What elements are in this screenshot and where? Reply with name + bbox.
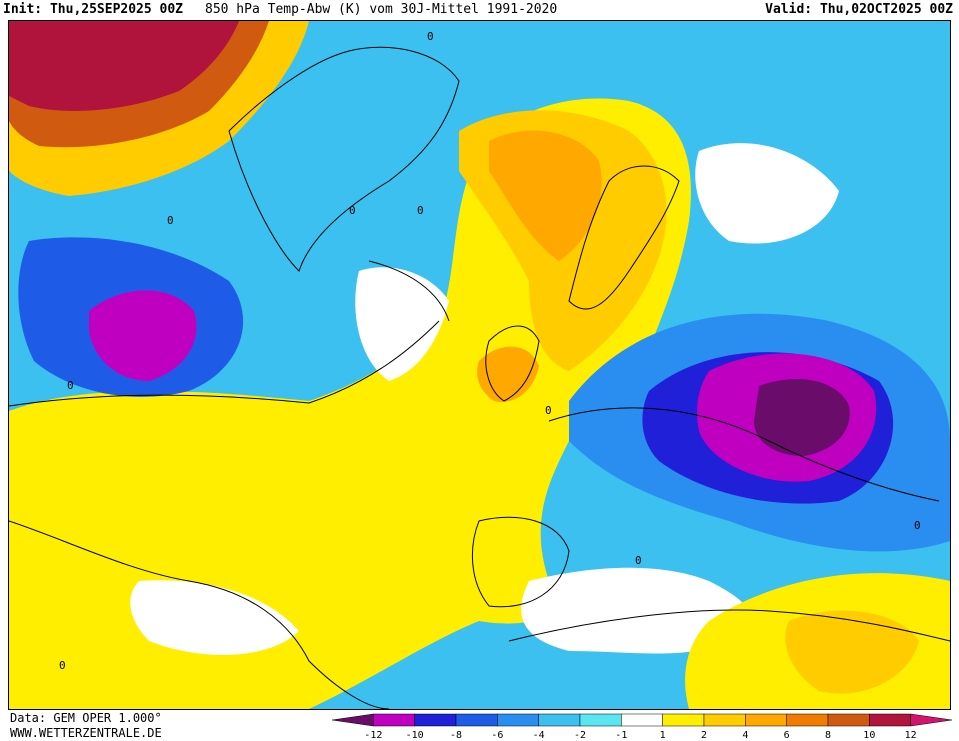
- colorbar-swatch: [745, 713, 787, 727]
- data-source: Data: GEM OPER 1.000°: [10, 711, 162, 725]
- init-time: Init: Thu,25SEP2025 00Z: [3, 2, 184, 17]
- warm-anomaly-greenland-core: [9, 21, 239, 111]
- contour-label: 0: [914, 519, 921, 532]
- iberia-coast: [471, 516, 570, 608]
- neutral-zone-mediterranean: [521, 567, 751, 654]
- contour-label: 0: [545, 404, 552, 417]
- colorbar-tick-label: -10: [406, 730, 424, 740]
- colorbar-tick-label: -4: [533, 730, 545, 740]
- temperature-anomaly-map: 0 0 0 0 0 0 0 0 0: [8, 20, 951, 710]
- colorbar-swatch: [910, 713, 953, 727]
- coastlines: [228, 46, 950, 642]
- europe-coast: [548, 407, 940, 502]
- british-isles-coast: [485, 325, 540, 402]
- colorbar-swatch: [414, 713, 457, 727]
- cold-anomaly-atlantic-core: [89, 290, 197, 381]
- colorbar-swatch: [332, 713, 374, 727]
- website-url: WWW.WETTERZENTRALE.DE: [10, 726, 162, 740]
- colorbar-swatch: [621, 713, 663, 727]
- contour-label: 0: [427, 30, 434, 43]
- colorbar-tick-label: 10: [863, 730, 875, 740]
- contour-label: 0: [349, 204, 356, 217]
- warm-anomaly-scandinavia-core: [489, 130, 602, 261]
- cold-anomaly-europe-extreme: [754, 378, 850, 456]
- colorbar-tick-label: -8: [450, 730, 462, 740]
- colorbar-tick-label: 6: [784, 730, 790, 740]
- warm-anomaly-north-africa-core: [785, 610, 919, 694]
- contour-label: 0: [635, 554, 642, 567]
- contour-label: 0: [59, 659, 66, 672]
- scandinavia-coast: [568, 165, 680, 310]
- north-africa-coast: [508, 609, 950, 642]
- neutral-zone-southwest: [130, 580, 299, 655]
- colorbar-swatch: [373, 713, 415, 727]
- colorbar-swatch: [455, 713, 498, 727]
- valid-time: Valid: Thu,02OCT2025 00Z: [765, 2, 953, 17]
- colorbar-tick-label: -6: [491, 730, 503, 740]
- neutral-zone-northeast: [695, 143, 839, 244]
- colorbar-tick-label: -12: [364, 730, 382, 740]
- colorbar-swatch: [827, 713, 870, 727]
- colorbar-tick-label: 2: [701, 730, 707, 740]
- colorbar-swatch: [497, 713, 539, 727]
- neutral-zone-central: [355, 267, 449, 381]
- colorbar-tick-label: -2: [574, 730, 586, 740]
- colorbar-swatches: [332, 713, 953, 727]
- colorbar-swatch: [579, 713, 622, 727]
- contour-label: 0: [417, 204, 424, 217]
- colorbar-tick-labels: -12 -10 -8 -6 -4 -2 -1 1 2 4 6 8 10 12: [364, 730, 916, 740]
- colorbar-tick-label: 12: [905, 730, 917, 740]
- map-title: 850 hPa Temp-Abw (K) vom 30J-Mittel 1991…: [205, 2, 558, 17]
- colorbar-swatch: [662, 713, 705, 727]
- zero-isolines: [9, 260, 450, 709]
- colorbar-tick-label: 8: [825, 730, 831, 740]
- colorbar-tick-label: 4: [742, 730, 748, 740]
- contour-label: 0: [67, 379, 74, 392]
- map-header: Init: Thu,25SEP2025 00Z 850 hPa Temp-Abw…: [0, 0, 959, 20]
- colorbar-tick-label: -1: [615, 730, 627, 740]
- greenland-coast: [228, 46, 460, 272]
- colorbar-legend: -12 -10 -8 -6 -4 -2 -1 1 2 4 6 8 10 12: [332, 713, 953, 740]
- colorbar-tick-label: 1: [660, 730, 666, 740]
- contour-labels: 0 0 0 0 0 0 0 0 0: [59, 30, 921, 672]
- colorbar-swatch: [538, 713, 581, 727]
- colorbar-swatch: [786, 713, 829, 727]
- colorbar-swatch: [703, 713, 746, 727]
- contour-label: 0: [167, 214, 174, 227]
- colorbar-swatch: [869, 713, 911, 727]
